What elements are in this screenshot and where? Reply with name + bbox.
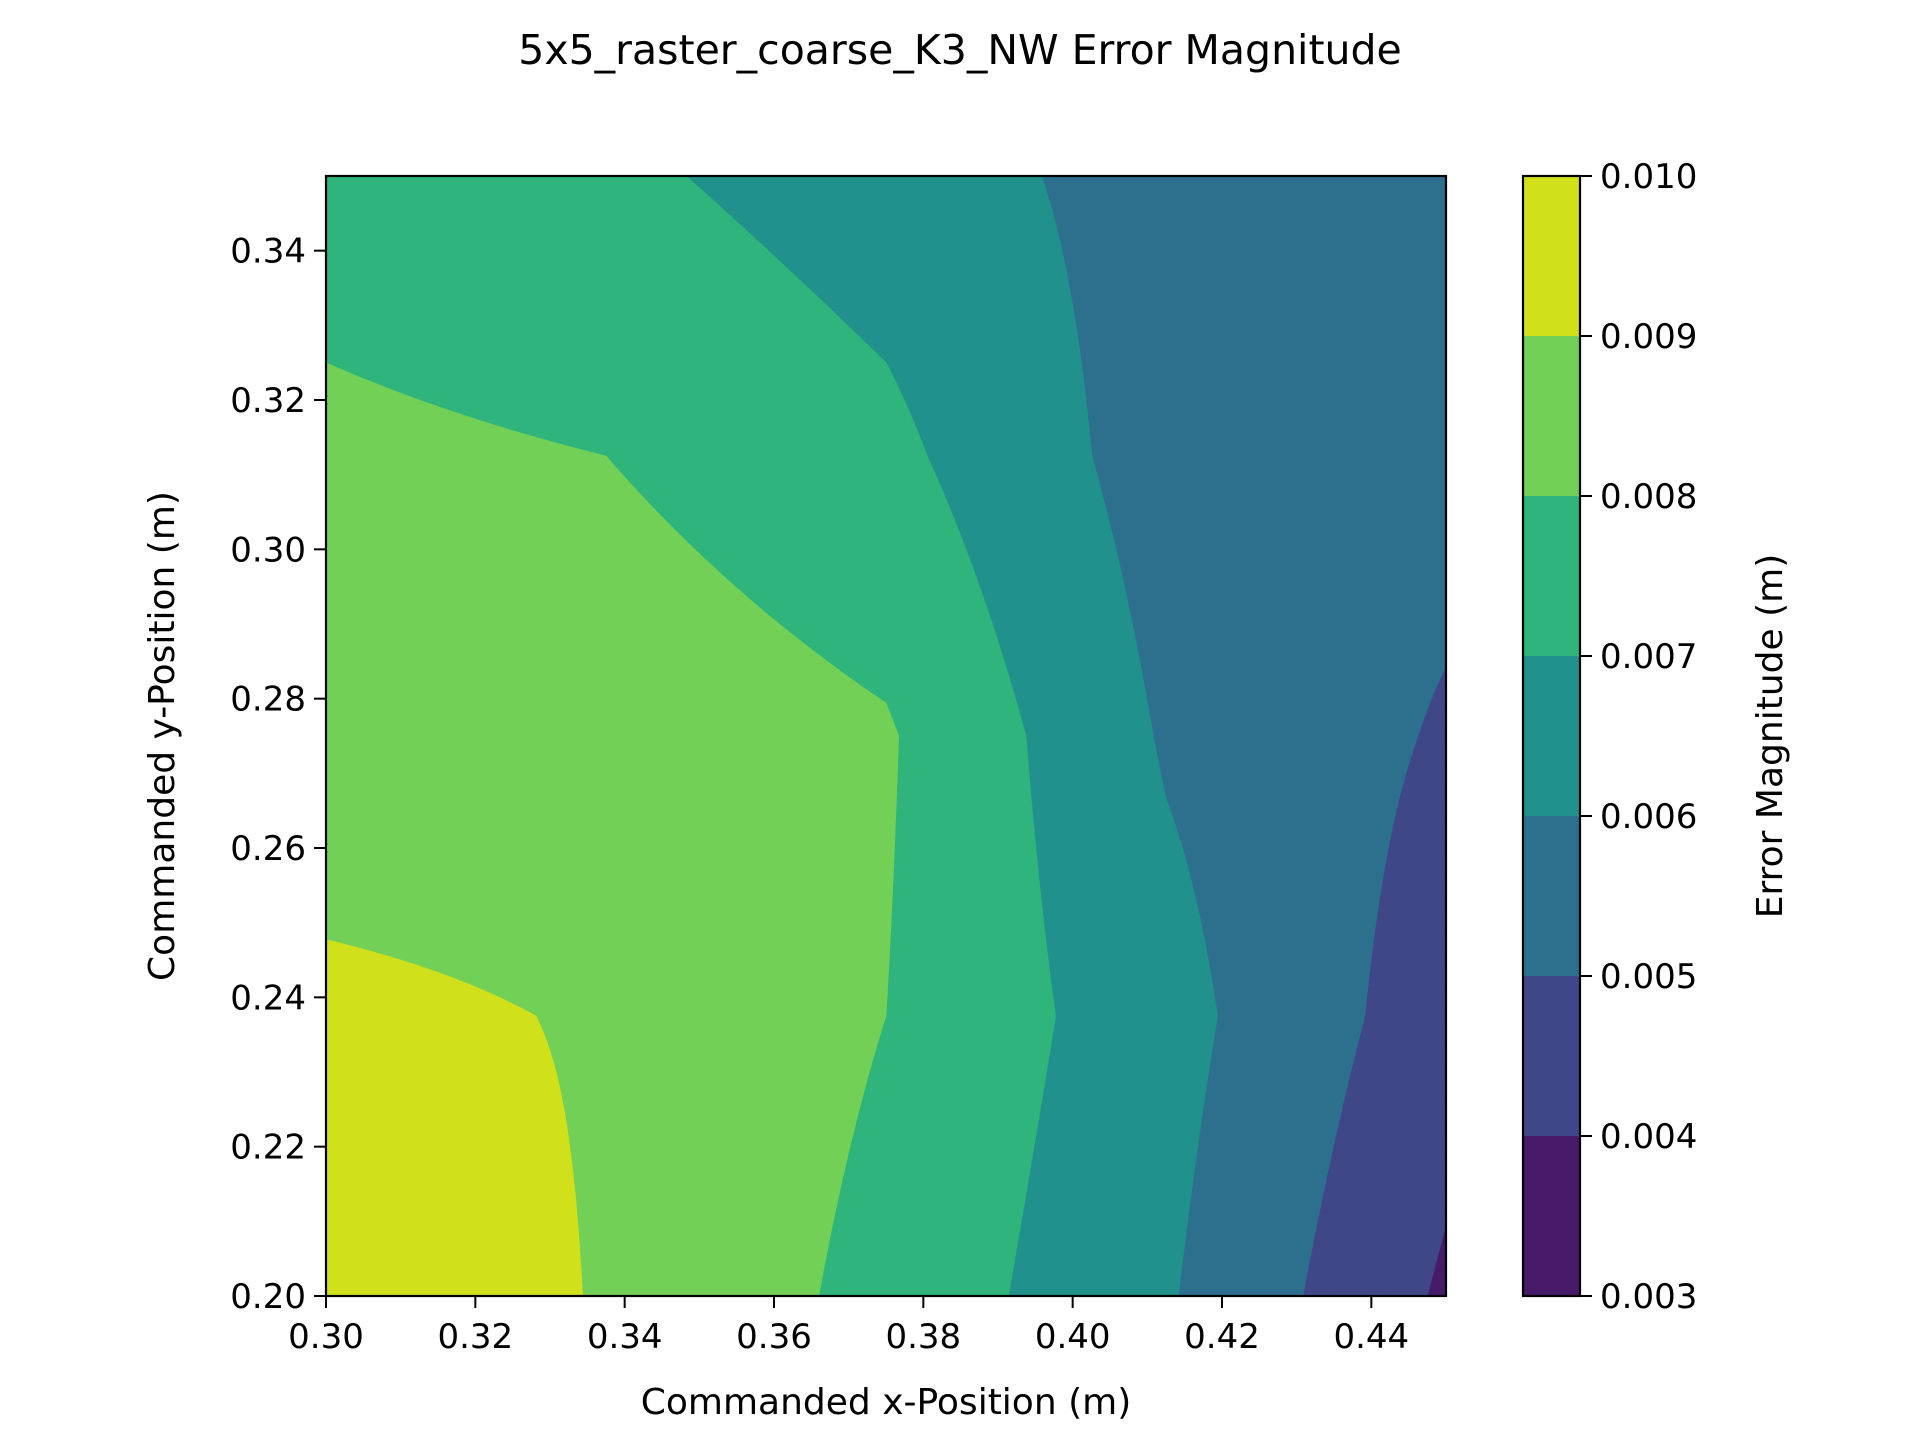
contour-band bbox=[685, 176, 1218, 1296]
chart-title: 5x5_raster_coarse_K3_NW Error Magnitude bbox=[518, 26, 1402, 74]
y-tick-label: 0.32 bbox=[230, 381, 306, 421]
contour-band bbox=[326, 939, 583, 1296]
colorbar-tick-label: 0.004 bbox=[1600, 1117, 1697, 1157]
plot-frame bbox=[324, 174, 1448, 1298]
colorbar-tick-label: 0.006 bbox=[1600, 797, 1697, 837]
colorbar-tick-label: 0.009 bbox=[1600, 317, 1697, 357]
colorbar-tick-label: 0.003 bbox=[1600, 1277, 1697, 1317]
y-tick-label: 0.24 bbox=[230, 978, 306, 1018]
x-axis: 0.30 0.32 0.34 0.36 0.38 0.40 0.42 0.44 bbox=[288, 1296, 1409, 1357]
contour-band bbox=[1302, 665, 1446, 1296]
x-tick-label: 0.40 bbox=[1035, 1317, 1111, 1357]
contour-band bbox=[326, 362, 900, 1296]
colorbar-tick-label: 0.008 bbox=[1600, 477, 1697, 517]
x-tick-label: 0.42 bbox=[1184, 1317, 1260, 1357]
y-tick-label: 0.34 bbox=[230, 232, 306, 272]
x-tick-label: 0.36 bbox=[736, 1317, 812, 1357]
x-tick-label: 0.30 bbox=[288, 1317, 364, 1357]
colorbar-segment bbox=[1523, 816, 1580, 976]
y-axis-label: Commanded y-Position (m) bbox=[142, 491, 183, 981]
colorbar-segment bbox=[1523, 336, 1580, 496]
contour-band bbox=[1041, 176, 1446, 1296]
colorbar: 0.003 0.004 0.005 0.006 0.007 0.008 0.009 0.010 bbox=[1521, 157, 1697, 1317]
x-tick-label: 0.44 bbox=[1333, 1317, 1409, 1357]
colorbar-segment bbox=[1523, 656, 1580, 816]
contour-fills bbox=[326, 176, 1446, 1296]
colorbar-tick-label: 0.010 bbox=[1600, 157, 1697, 197]
x-tick-label: 0.34 bbox=[587, 1317, 663, 1357]
y-tick-label: 0.26 bbox=[230, 829, 306, 869]
colorbar-segment bbox=[1523, 1136, 1580, 1296]
x-tick-label: 0.38 bbox=[885, 1317, 961, 1357]
colorbar-label: Error Magnitude (m) bbox=[1750, 554, 1791, 919]
colorbar-tick-label: 0.005 bbox=[1600, 957, 1697, 997]
colorbar-segment bbox=[1523, 496, 1580, 656]
x-tick-label: 0.32 bbox=[437, 1317, 513, 1357]
y-tick-label: 0.30 bbox=[230, 530, 306, 570]
y-axis: 0.20 0.22 0.24 0.26 0.28 0.30 0.32 0.34 bbox=[230, 232, 326, 1317]
colorbar-segment bbox=[1523, 976, 1580, 1136]
y-tick-label: 0.22 bbox=[230, 1128, 306, 1168]
x-axis-label: Commanded x-Position (m) bbox=[641, 1382, 1132, 1423]
colorbar-tick-label: 0.007 bbox=[1600, 637, 1697, 677]
y-tick-label: 0.20 bbox=[230, 1277, 306, 1317]
colorbar-frame bbox=[1521, 174, 1582, 1298]
colorbar-segment bbox=[1523, 176, 1580, 336]
y-tick-label: 0.28 bbox=[230, 680, 306, 720]
